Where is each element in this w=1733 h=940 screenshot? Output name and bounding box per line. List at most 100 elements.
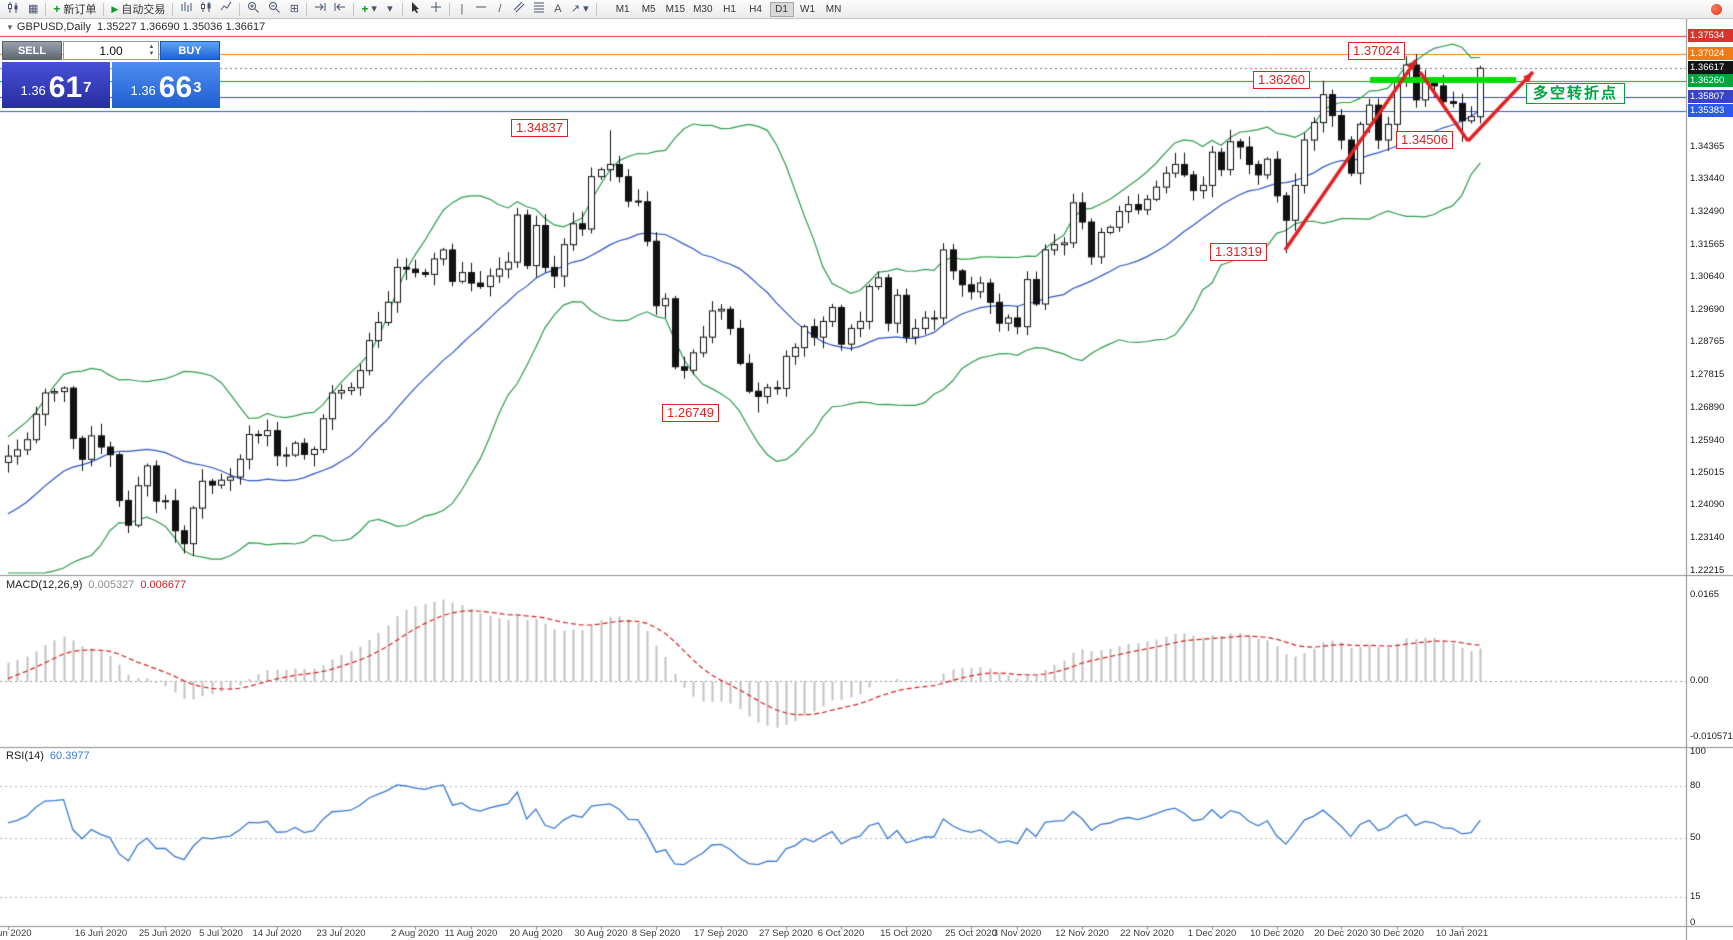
bar-chart-icon [180, 1, 192, 17]
window-icon: ▦ [28, 3, 39, 15]
time-axis-label: 30 Dec 2020 [1370, 928, 1424, 939]
timeframe-button-M15[interactable]: M15 [663, 2, 688, 17]
timeframe-button-M30[interactable]: M30 [690, 2, 715, 17]
candles-icon [200, 1, 212, 17]
price-flag-126749: 1.26749 [662, 404, 719, 422]
price-badge: 1.37534 [1688, 29, 1733, 42]
sell-price-tile[interactable]: 1.36 61 7 [2, 62, 110, 108]
buy-pip-fraction: 3 [193, 79, 202, 96]
toolbar-separator [401, 2, 403, 16]
one-click-toggle-icon[interactable]: ▼ [6, 23, 14, 32]
profiles-button[interactable]: ▦ [24, 1, 42, 17]
time-axis-label: 12 Nov 2020 [1055, 928, 1109, 939]
vertical-line-icon: | [460, 3, 464, 15]
new-chart-button[interactable] [3, 1, 24, 17]
buy-button[interactable]: BUY [160, 41, 220, 60]
volume-input[interactable]: 1.00 ▲ ▼ [63, 41, 159, 60]
timeframe-button-H4[interactable]: H4 [744, 2, 768, 17]
chart-shift-button[interactable] [330, 1, 350, 17]
timeframe-group: M1 M5 M15 M30 H1 H4 D1 W1 MN [610, 1, 847, 17]
notification-icon[interactable] [1711, 3, 1722, 15]
play-icon: ▶ [111, 3, 119, 14]
channel-tool[interactable] [509, 1, 529, 17]
macd-axis-label: 0.0165 [1690, 589, 1720, 600]
chart-header: ▼ GBPUSD,Daily 1.35227 1.36690 1.35036 1.… [6, 21, 265, 33]
price-axis-label: 1.34365 [1690, 141, 1725, 152]
time-axis-label: 25 Oct 2020 [945, 928, 997, 939]
timeframe-button-MN[interactable]: MN [822, 2, 846, 17]
macd-pane-label: MACD(12,26,9) 0.005327 0.006677 [6, 579, 186, 591]
timeframe-button-D1[interactable]: D1 [769, 1, 794, 17]
crosshair-icon [430, 1, 442, 17]
buy-pips: 66 [158, 71, 193, 104]
timeframe-button-W1[interactable]: W1 [796, 2, 820, 17]
time-axis-label: 17 Sep 2020 [694, 928, 748, 939]
chevron-down-icon: ▾ [387, 3, 393, 15]
rsi-axis-label: 80 [1690, 780, 1701, 791]
fibonacci-icon [533, 1, 545, 17]
price-flag-136260: 1.36260 [1253, 71, 1310, 89]
time-axis-label: 6 Oct 2020 [817, 928, 865, 939]
buy-price-tile[interactable]: 1.36 66 3 [112, 62, 220, 108]
spinner-up-icon[interactable]: ▲ [148, 43, 155, 50]
auto-scroll-button[interactable] [310, 1, 330, 17]
templates-button[interactable]: ▾ [381, 1, 399, 17]
timeframe-button-H1[interactable]: H1 [718, 2, 742, 17]
cursor-icon [410, 1, 422, 17]
price-axis-label: 1.27815 [1690, 369, 1725, 380]
price-axis-label: 1.29690 [1690, 304, 1725, 315]
fibonacci-tool[interactable] [529, 1, 549, 17]
auto-trading-button[interactable]: ▶ 自动交易 [107, 1, 169, 17]
cursor-tool-button[interactable] [406, 1, 426, 17]
time-axis-label: 16 Jun 2020 [74, 928, 128, 939]
sell-button[interactable]: SELL [2, 41, 62, 60]
time-axis-label: 22 Nov 2020 [1120, 928, 1174, 939]
tile-windows-button[interactable]: ⊞ [285, 1, 303, 17]
price-axis-label: 1.25940 [1690, 435, 1725, 446]
line-chart-button[interactable] [216, 1, 236, 17]
price-axis-label: 1.24090 [1690, 499, 1725, 510]
price-axis-label: 1.31565 [1690, 239, 1725, 250]
indicators-button[interactable]: + ▾ [357, 1, 381, 17]
sell-pips: 61 [48, 71, 83, 104]
text-icon: A [554, 3, 562, 15]
price-badge: 1.36617 [1688, 61, 1733, 74]
time-axis-label: 5 Jul 2020 [199, 928, 243, 939]
price-axis-label: 1.32490 [1690, 206, 1725, 217]
arrows-tool[interactable]: ↗ ▾ [567, 1, 593, 17]
one-click-trade-panel: SELL 1.00 ▲ ▼ BUY 1.36 61 7 1.36 66 3 [2, 41, 220, 108]
price-axis-label: 1.30640 [1690, 271, 1725, 282]
buy-big-figure: 1.36 [130, 83, 156, 98]
timeframe-button-M5[interactable]: M5 [637, 2, 661, 17]
zoom-out-button[interactable] [264, 1, 285, 17]
horizontal-line-tool[interactable] [471, 1, 491, 17]
timeframe-button-M1[interactable]: M1 [611, 2, 635, 17]
time-axis-label: 20 Dec 2020 [1314, 928, 1368, 939]
zoom-in-button[interactable] [243, 1, 264, 17]
text-tool[interactable]: A [549, 1, 567, 17]
vertical-line-tool[interactable]: | [453, 1, 471, 17]
pivot-note: 多空转折点 [1526, 83, 1626, 104]
price-axis-label: 1.33440 [1690, 173, 1725, 184]
candlestick-chart-icon [7, 1, 20, 18]
time-axis-label: 2 Aug 2020 [390, 928, 440, 939]
time-axis-label: 11 Aug 2020 [444, 928, 498, 939]
trendline-tool[interactable]: / [491, 1, 509, 17]
macd-axis-label: -0.010571 [1690, 731, 1733, 742]
price-axis-label: 1.28765 [1690, 336, 1725, 347]
price-flag-131319: 1.31319 [1210, 243, 1267, 261]
candle-chart-button[interactable] [196, 1, 216, 17]
crosshair-tool-button[interactable] [426, 1, 446, 17]
bar-chart-button[interactable] [176, 1, 196, 17]
rsi-value: 60.3977 [49, 750, 90, 762]
spinner-down-icon[interactable]: ▼ [148, 50, 155, 57]
time-axis-label: 27 Sep 2020 [759, 928, 813, 939]
auto-trading-label: 自动交易 [121, 4, 166, 16]
new-order-button[interactable]: + 新订单 [49, 1, 100, 17]
time-axis-label: 10 Jan 2021 [1435, 928, 1489, 939]
auto-scroll-icon [314, 1, 326, 17]
tile-windows-icon: ⊞ [289, 3, 299, 15]
volume-spinner[interactable]: ▲ ▼ [146, 42, 157, 59]
